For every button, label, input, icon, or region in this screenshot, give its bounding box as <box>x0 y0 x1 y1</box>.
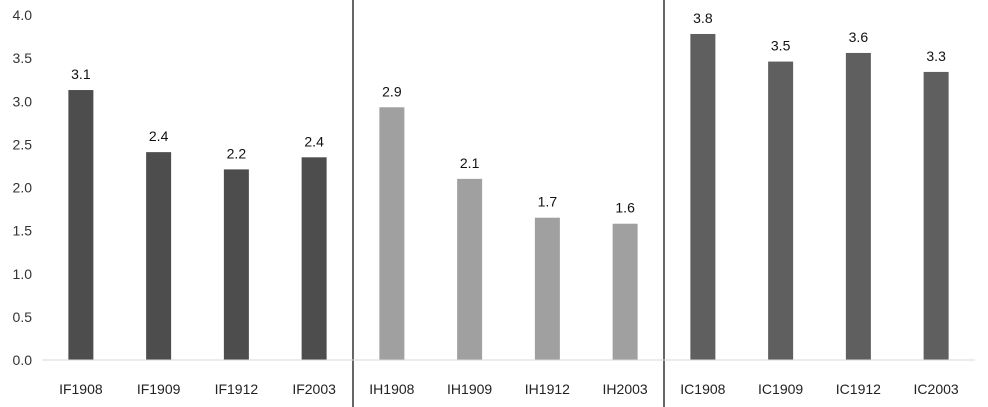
x-tick-label: IF1908 <box>59 381 103 397</box>
bar-ih1908 <box>379 107 405 360</box>
y-tick-label: 1.0 <box>13 266 33 282</box>
y-tick-label: 4.0 <box>13 7 33 23</box>
data-label-if1912: 2.2 <box>227 145 247 161</box>
data-label-ic1912: 3.6 <box>849 29 869 45</box>
data-label-ih2003: 1.6 <box>615 200 635 216</box>
bar-ih1912 <box>534 217 560 360</box>
bars <box>68 33 949 361</box>
bar-ic2003 <box>923 71 949 361</box>
x-tick-label: IH2003 <box>603 381 648 397</box>
data-label-if2003: 2.4 <box>304 133 324 149</box>
group-separators <box>352 0 665 407</box>
bar-ih1909 <box>457 178 483 360</box>
bar-if2003 <box>301 157 327 360</box>
y-tick-label: 3.5 <box>13 50 33 66</box>
y-tick-label: 2.0 <box>13 180 33 196</box>
y-tick-label: 1.5 <box>13 223 33 239</box>
x-tick-label: IC2003 <box>914 381 959 397</box>
x-tick-label: IF2003 <box>292 381 336 397</box>
data-label-ic2003: 3.3 <box>926 48 946 64</box>
data-labels: 3.1 2.4 2.2 2.4 2.9 2.1 1.7 1.6 3.8 3.5 3.6 3.3 <box>71 10 946 216</box>
y-tick-label: 3.0 <box>13 93 33 109</box>
y-tick-label: 2.5 <box>13 136 33 152</box>
bar-ic1912 <box>845 52 871 360</box>
data-label-ic1908: 3.8 <box>693 10 713 26</box>
x-tick-label: IH1909 <box>447 381 492 397</box>
y-axis: 0.0 0.5 1.0 1.5 2.0 2.5 3.0 3.5 4.0 <box>13 7 33 368</box>
x-tick-label: IC1908 <box>680 381 725 397</box>
data-label-if1908: 3.1 <box>71 66 91 82</box>
bar-ic1909 <box>768 61 794 360</box>
bar-if1912 <box>223 169 249 360</box>
data-label-ih1909: 2.1 <box>460 155 480 171</box>
bar-if1909 <box>146 152 172 360</box>
x-axis-categories: IF1908 IF1909 IF1912 IF2003 IH1908 IH1909 IH19… <box>59 381 959 397</box>
x-tick-label: IF1909 <box>137 381 181 397</box>
data-label-ic1909: 3.5 <box>771 38 791 54</box>
x-tick-label: IF1912 <box>215 381 259 397</box>
bar-ih2003 <box>612 223 638 360</box>
x-tick-label: IH1908 <box>369 381 414 397</box>
x-tick-label: IH1912 <box>525 381 570 397</box>
bar-ic1908 <box>690 33 716 360</box>
y-tick-label: 0.0 <box>13 352 33 368</box>
data-label-ih1912: 1.7 <box>538 194 558 210</box>
data-label-if1909: 2.4 <box>149 128 169 144</box>
x-tick-label: IC1912 <box>836 381 881 397</box>
x-tick-label: IC1909 <box>758 381 803 397</box>
y-tick-label: 0.5 <box>13 309 33 325</box>
bar-if1908 <box>68 90 94 360</box>
data-label-ih1908: 2.9 <box>382 83 402 99</box>
